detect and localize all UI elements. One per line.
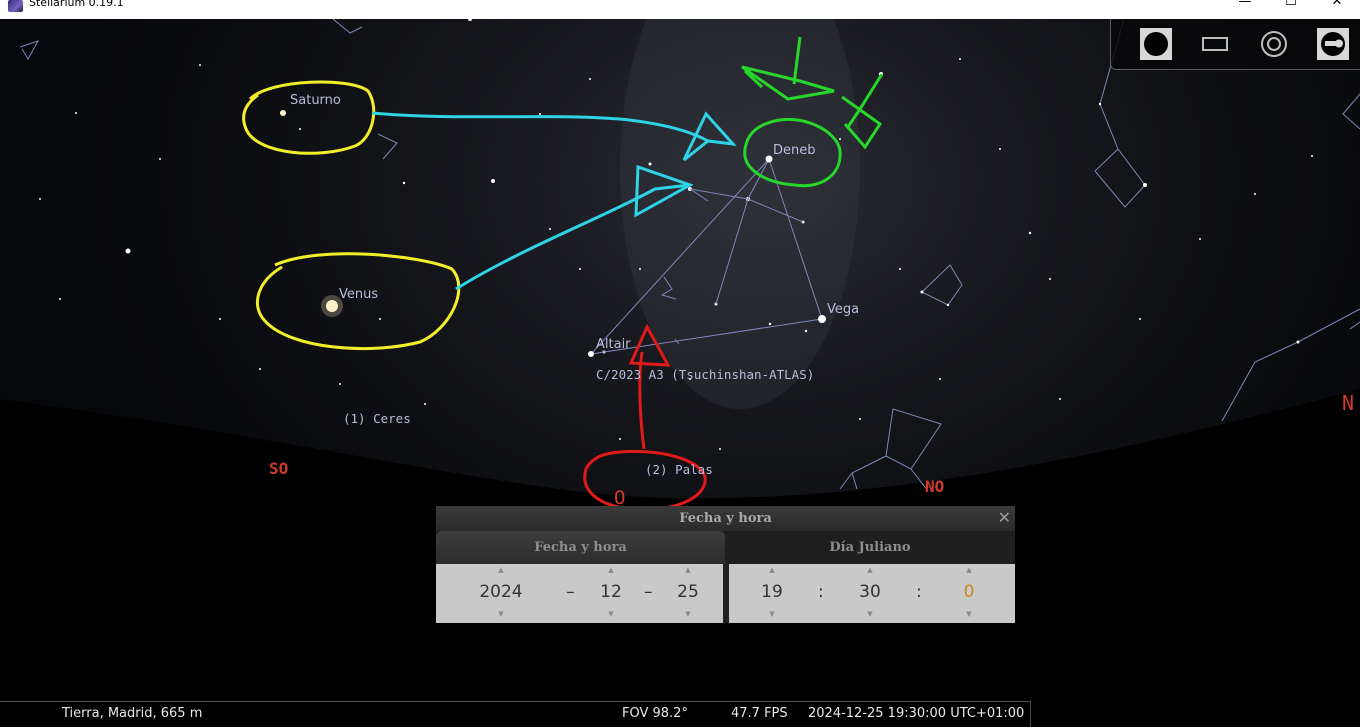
close-button[interactable]: ✕ bbox=[1331, 0, 1343, 9]
date-time-dialog: Fecha y hora ✕ Fecha y hora Día Juliano … bbox=[436, 506, 1015, 623]
cardinal-n: N bbox=[1342, 391, 1355, 415]
cyan-annotations bbox=[371, 111, 737, 291]
minute-value[interactable]: 30 bbox=[859, 582, 881, 602]
constellation-stars bbox=[588, 102, 1300, 357]
day-up-arrow-icon[interactable]: ▲ bbox=[685, 566, 691, 574]
yellow-annotations bbox=[242, 80, 461, 351]
cardinal-so: SO bbox=[269, 459, 289, 478]
second-spinbox[interactable]: ▲ 0 ▼ bbox=[949, 564, 989, 623]
window-title: Stellarium 0.19.1 bbox=[29, 0, 124, 9]
year-down-arrow-icon[interactable]: ▼ bbox=[498, 610, 504, 618]
maximize-button[interactable]: ☐ bbox=[1285, 0, 1297, 9]
year-up-arrow-icon[interactable]: ▲ bbox=[498, 566, 504, 574]
hour-value[interactable]: 19 bbox=[761, 582, 783, 602]
altair-label[interactable]: Altair bbox=[596, 337, 631, 352]
date-separator: – bbox=[566, 582, 575, 602]
saturn-label[interactable]: Saturno bbox=[290, 93, 341, 108]
month-up-arrow-icon[interactable]: ▲ bbox=[608, 566, 614, 574]
minute-spinbox[interactable]: ▲ 30 ▼ bbox=[850, 564, 890, 623]
telescope-control-icon[interactable] bbox=[1317, 28, 1349, 60]
cardinal-o: O bbox=[614, 487, 626, 509]
saturn-dot bbox=[280, 110, 286, 116]
time-panel: ▲ 19 ▼ : ▲ 30 ▼ : ▲ 0 ▼ bbox=[729, 564, 1015, 623]
month-spinbox[interactable]: ▲ 12 ▼ bbox=[591, 564, 631, 623]
hour-down-arrow-icon[interactable]: ▼ bbox=[769, 610, 775, 618]
hour-spinbox[interactable]: ▲ 19 ▼ bbox=[752, 564, 792, 623]
time-separator: : bbox=[818, 582, 824, 602]
venus-glow bbox=[321, 295, 343, 317]
location-status[interactable]: Tierra, Madrid, 665 m bbox=[62, 706, 203, 721]
day-spinbox[interactable]: ▲ 25 ▼ bbox=[668, 564, 708, 623]
deneb-label[interactable]: Deneb bbox=[773, 143, 816, 158]
tab-fecha-y-hora[interactable]: Fecha y hora bbox=[436, 531, 725, 564]
status-bar: Tierra, Madrid, 665 m FOV 98.2° 47.7 FPS… bbox=[0, 701, 1031, 727]
vega-label[interactable]: Vega bbox=[827, 302, 860, 317]
dialog-title: Fecha y hora bbox=[436, 506, 1015, 531]
dialog-close-icon[interactable]: ✕ bbox=[997, 508, 1011, 527]
second-value[interactable]: 0 bbox=[963, 582, 975, 602]
full-disk-icon[interactable] bbox=[1140, 28, 1172, 60]
comet-label[interactable]: C/2023 A3 (Tsuchinshan-ATLAS) bbox=[596, 367, 815, 382]
cardinal-no: NO bbox=[925, 477, 945, 496]
minute-down-arrow-icon[interactable]: ▼ bbox=[867, 610, 873, 618]
palas-label[interactable]: (2) Palas bbox=[645, 462, 713, 477]
green-annotations bbox=[741, 36, 884, 188]
venus-dot bbox=[326, 300, 338, 312]
second-down-arrow-icon[interactable]: ▼ bbox=[966, 610, 972, 618]
day-value[interactable]: 25 bbox=[677, 582, 699, 602]
milky-way bbox=[620, 19, 860, 409]
title-bar: Stellarium 0.19.1 — ☐ ✕ bbox=[0, 0, 1360, 19]
date-separator: – bbox=[644, 582, 653, 602]
tab-dia-juliano[interactable]: Día Juliano bbox=[829, 540, 911, 555]
date-panel: ▲ 2024 ▼ – ▲ 12 ▼ – ▲ 25 ▼ bbox=[436, 564, 723, 623]
fov-status: FOV 98.2° bbox=[622, 706, 688, 721]
month-down-arrow-icon[interactable]: ▼ bbox=[608, 610, 614, 618]
second-up-arrow-icon[interactable]: ▲ bbox=[966, 566, 972, 574]
year-spinbox[interactable]: ▲ 2024 ▼ bbox=[471, 564, 531, 623]
target-circle-icon[interactable] bbox=[1258, 28, 1290, 60]
day-down-arrow-icon[interactable]: ▼ bbox=[685, 610, 691, 618]
constellation-lines bbox=[19, 19, 1360, 492]
ceres-label[interactable]: (1) Ceres bbox=[343, 411, 411, 426]
screen-rect-icon[interactable] bbox=[1199, 28, 1231, 60]
fps-status: 47.7 FPS bbox=[731, 706, 788, 721]
hour-up-arrow-icon[interactable]: ▲ bbox=[769, 566, 775, 574]
venus-label[interactable]: Venus bbox=[339, 287, 379, 302]
top-right-toolbar bbox=[1110, 19, 1360, 70]
minute-up-arrow-icon[interactable]: ▲ bbox=[867, 566, 873, 574]
stellarium-app-icon bbox=[8, 0, 23, 12]
minimize-button[interactable]: — bbox=[1238, 0, 1252, 9]
month-value[interactable]: 12 bbox=[600, 582, 622, 602]
year-value[interactable]: 2024 bbox=[479, 582, 523, 602]
datetime-status[interactable]: 2024-12-25 19:30:00 UTC+01:00 bbox=[808, 706, 1025, 721]
time-separator: : bbox=[916, 582, 922, 602]
